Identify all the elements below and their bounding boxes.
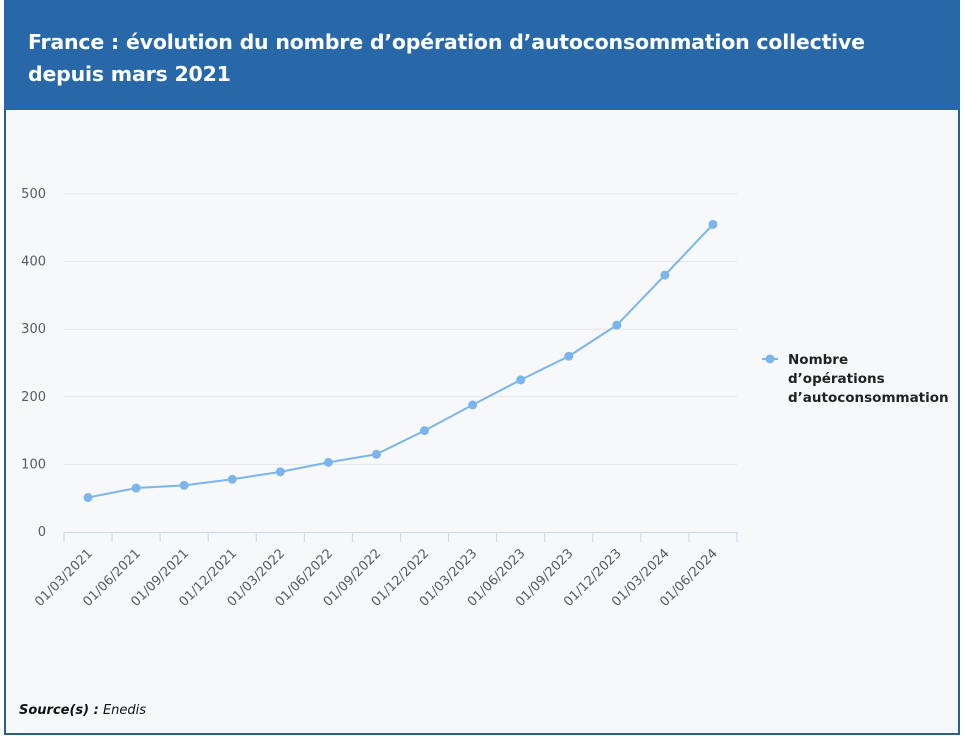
gridlines <box>64 193 737 465</box>
x-axis: 01/03/202101/06/202101/09/202101/12/2021… <box>32 532 738 610</box>
data-point[interactable] <box>131 483 141 493</box>
legend-label-line: Nombre <box>788 352 848 368</box>
legend-symbol-marker <box>765 354 775 364</box>
source-value: Enedis <box>102 703 147 718</box>
data-point[interactable] <box>612 320 622 330</box>
source-label: Source(s) : <box>19 703 99 718</box>
chart-card <box>4 0 960 735</box>
data-point[interactable] <box>83 493 93 503</box>
y-tick-label: 200 <box>21 390 46 405</box>
data-point[interactable] <box>179 480 189 490</box>
data-point[interactable] <box>227 474 237 484</box>
series-path <box>87 223 714 499</box>
legend[interactable]: Nombre d’opérations d’autoconsommation <box>762 352 949 406</box>
source-note: Source(s) : Enedis <box>19 703 146 718</box>
chart-header: France : évolution du nombre d’opération… <box>4 0 960 110</box>
data-point[interactable] <box>468 400 478 410</box>
y-tick-label: 100 <box>21 457 46 472</box>
data-point[interactable] <box>275 467 285 477</box>
y-tick-label: 400 <box>21 255 46 270</box>
series-line <box>83 219 718 503</box>
y-axis: 0 100 200 300 400 500 <box>21 187 46 540</box>
data-point[interactable] <box>371 449 381 459</box>
data-point[interactable] <box>420 426 430 436</box>
y-tick-label: 0 <box>38 525 46 540</box>
legend-label: Nombre d’opérations d’autoconsommation <box>788 352 949 406</box>
data-point[interactable] <box>660 270 670 280</box>
data-point[interactable] <box>323 457 333 467</box>
legend-label-line: d’opérations <box>788 371 885 387</box>
data-point[interactable] <box>708 219 718 229</box>
data-point[interactable] <box>564 351 574 361</box>
y-tick-label: 300 <box>21 322 46 337</box>
y-tick-label: 500 <box>21 187 46 202</box>
data-point[interactable] <box>516 375 526 385</box>
legend-label-line: d’autoconsommation <box>788 390 949 406</box>
chart-title: France : évolution du nombre d’opération… <box>28 30 865 86</box>
